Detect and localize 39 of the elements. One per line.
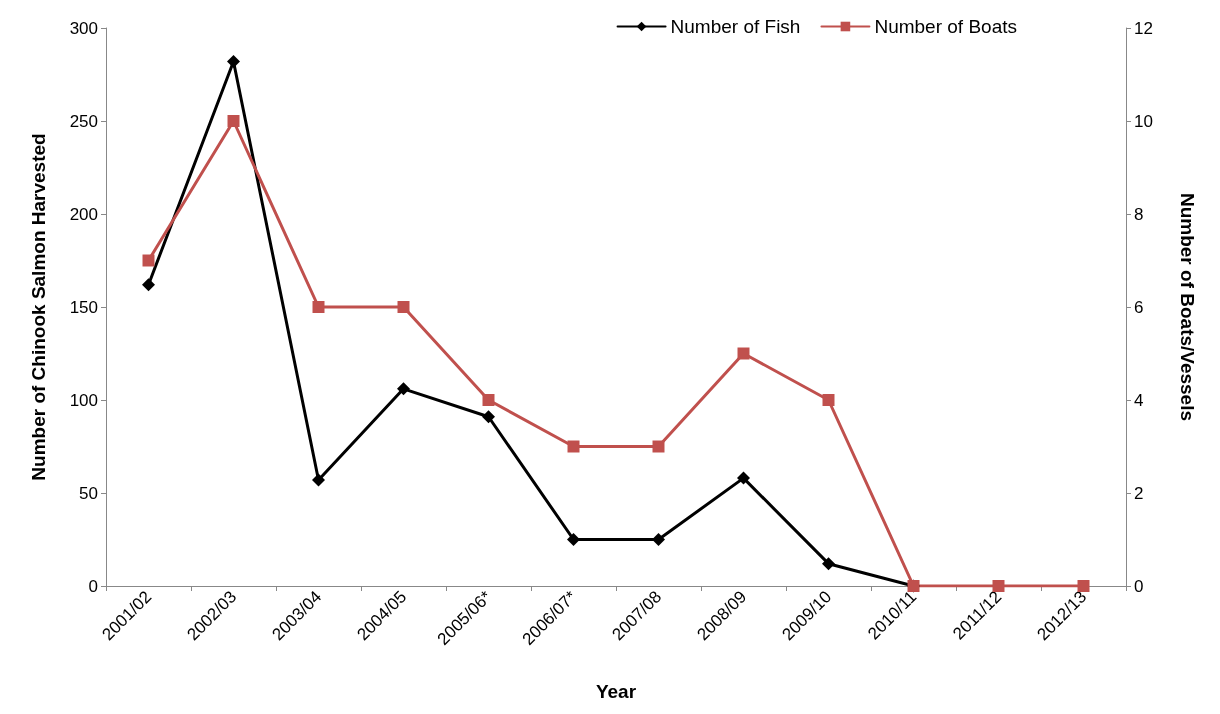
- y2-tick-label: 8: [1134, 204, 1144, 224]
- point: [652, 440, 665, 453]
- point: [397, 382, 410, 396]
- point: [822, 394, 835, 406]
- point: [1077, 580, 1090, 592]
- y2-tick-label: 12: [1134, 18, 1153, 38]
- point: [227, 54, 240, 68]
- point: [822, 557, 835, 571]
- point: [227, 115, 240, 127]
- point: [567, 440, 580, 453]
- y-tick-label: 250: [69, 111, 98, 131]
- y-tick-label: 300: [69, 18, 98, 38]
- point: [142, 254, 155, 267]
- x-axis-title: Year: [595, 681, 637, 702]
- y2-tick-label: 0: [1134, 576, 1144, 596]
- y-tick-label: 150: [69, 297, 98, 317]
- y-tick-label: 50: [79, 483, 98, 503]
- point: [652, 533, 665, 546]
- y-tick-label: 0: [88, 576, 98, 596]
- y-tick-label: 200: [69, 204, 98, 224]
- y-axis-title: Number of Chinook Salmon Harvested: [28, 133, 49, 481]
- point: [312, 301, 325, 313]
- legend-label: Number of Fish: [670, 16, 801, 37]
- point: [482, 410, 495, 424]
- y-tick-label: 100: [69, 390, 98, 410]
- y2-tick-label: 2: [1134, 483, 1144, 503]
- point: [737, 347, 750, 360]
- point: [397, 301, 410, 313]
- point: [142, 278, 155, 292]
- point: [567, 533, 580, 546]
- y2-axis-title: Number of Boats/Vessels: [1177, 192, 1198, 422]
- point: [312, 473, 325, 487]
- point: [737, 471, 750, 485]
- y2-tick-label: 6: [1134, 297, 1144, 317]
- point: [992, 580, 1005, 592]
- legend-label: Number of Boats: [874, 16, 1018, 37]
- y2-tick-label: 10: [1134, 111, 1153, 131]
- y2-tick-label: 4: [1134, 390, 1144, 410]
- point: [482, 394, 495, 406]
